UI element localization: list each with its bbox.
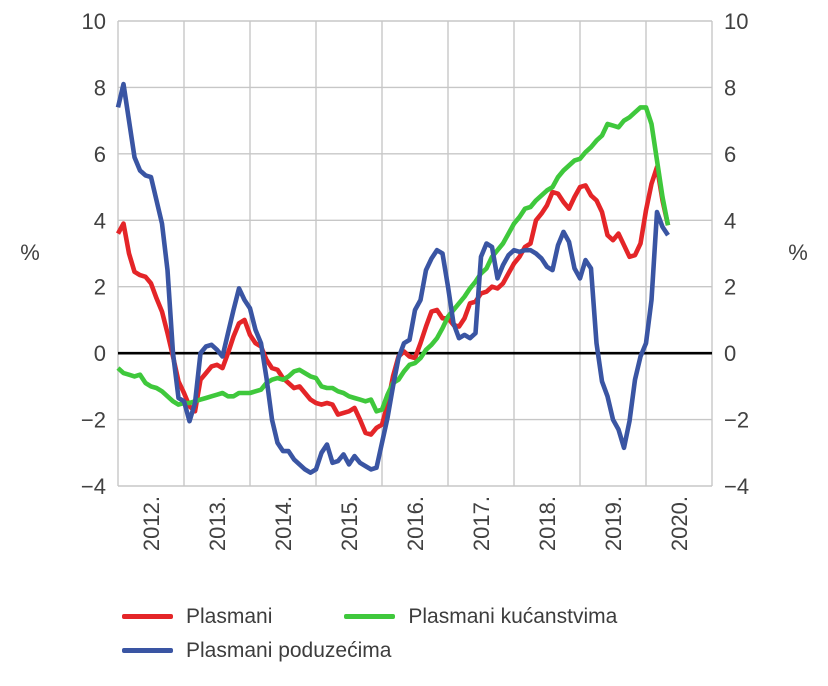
y-axis-tick-label-left: −2 xyxy=(81,408,106,433)
x-axis-tick-label: 2020. xyxy=(667,496,692,551)
y-axis-tick-label-left: 8 xyxy=(94,75,106,100)
y-axis-tick-label-right: 2 xyxy=(724,275,736,300)
x-axis-tick-label: 2015. xyxy=(337,496,362,551)
percent-label-left: % xyxy=(20,240,40,265)
legend-item-plasmani-poduzecima: Plasmani poduzećima xyxy=(122,638,391,663)
legend-row: Plasmani Plasmani kućanstvima xyxy=(122,604,617,629)
x-axis-tick-label: 2014. xyxy=(271,496,296,551)
y-axis-tick-label-right: −2 xyxy=(724,408,749,433)
y-axis-tick-labels-left: 10 8 6 4 2 0 −2 −4 xyxy=(81,9,106,499)
y-axis-tick-labels-right: 10 8 6 4 2 0 −2 −4 xyxy=(724,9,749,499)
y-axis-tick-label-right: 4 xyxy=(724,208,736,233)
y-axis-tick-label-right: 0 xyxy=(724,341,736,366)
legend-label-plasmani-poduzecima: Plasmani poduzećima xyxy=(186,639,392,663)
y-axis-tick-label-right: 6 xyxy=(724,142,736,167)
y-axis-tick-label-left: −4 xyxy=(81,474,106,499)
series-lines xyxy=(115,81,671,476)
y-axis-tick-label-left: 6 xyxy=(94,142,106,167)
legend-swatch-plasmani-kucanstvima xyxy=(344,614,396,620)
legend-label-plasmani-kucanstvima: Plasmani kućanstvima xyxy=(408,605,618,628)
y-axis-tick-label-right: −4 xyxy=(724,474,749,499)
legend-item-plasmani: Plasmani xyxy=(122,604,272,629)
legend: Plasmani Plasmani kućanstvima Plasmani p… xyxy=(122,604,617,663)
y-axis-tick-label-right: 8 xyxy=(724,75,736,100)
legend-swatch-plasmani xyxy=(122,614,173,620)
x-axis-tick-label: 2012. xyxy=(139,496,164,551)
legend-row: Plasmani poduzećima xyxy=(122,638,617,663)
y-axis-tick-label-left: 2 xyxy=(94,275,106,300)
x-axis-tick-labels: 2012. 2013. 2014. 2015. 2016. 2017. 2018. 2019.… xyxy=(139,496,692,551)
gridlines xyxy=(117,20,713,487)
percent-label-right: % xyxy=(788,240,808,265)
series-line-plasmani-poduze-ima xyxy=(115,81,670,476)
x-axis-tick-label: 2013. xyxy=(205,496,230,551)
y-axis-tick-label-left: 4 xyxy=(94,208,106,233)
y-axis-tick-label-right: 10 xyxy=(724,9,748,34)
legend-label-plasmani: Plasmani xyxy=(186,605,273,628)
legend-item-plasmani-kucanstvima: Plasmani kućanstvima xyxy=(344,604,617,629)
y-axis-tick-label-left: 10 xyxy=(82,9,106,34)
legend-swatch-plasmani-poduzecima xyxy=(122,648,173,654)
y-axis-tick-label-left: 0 xyxy=(94,341,106,366)
x-axis-tick-label: 2017. xyxy=(469,496,494,551)
x-axis-tick-label: 2019. xyxy=(601,496,626,551)
x-axis-tick-label: 2016. xyxy=(403,496,428,551)
x-axis-tick-label: 2018. xyxy=(535,496,560,551)
